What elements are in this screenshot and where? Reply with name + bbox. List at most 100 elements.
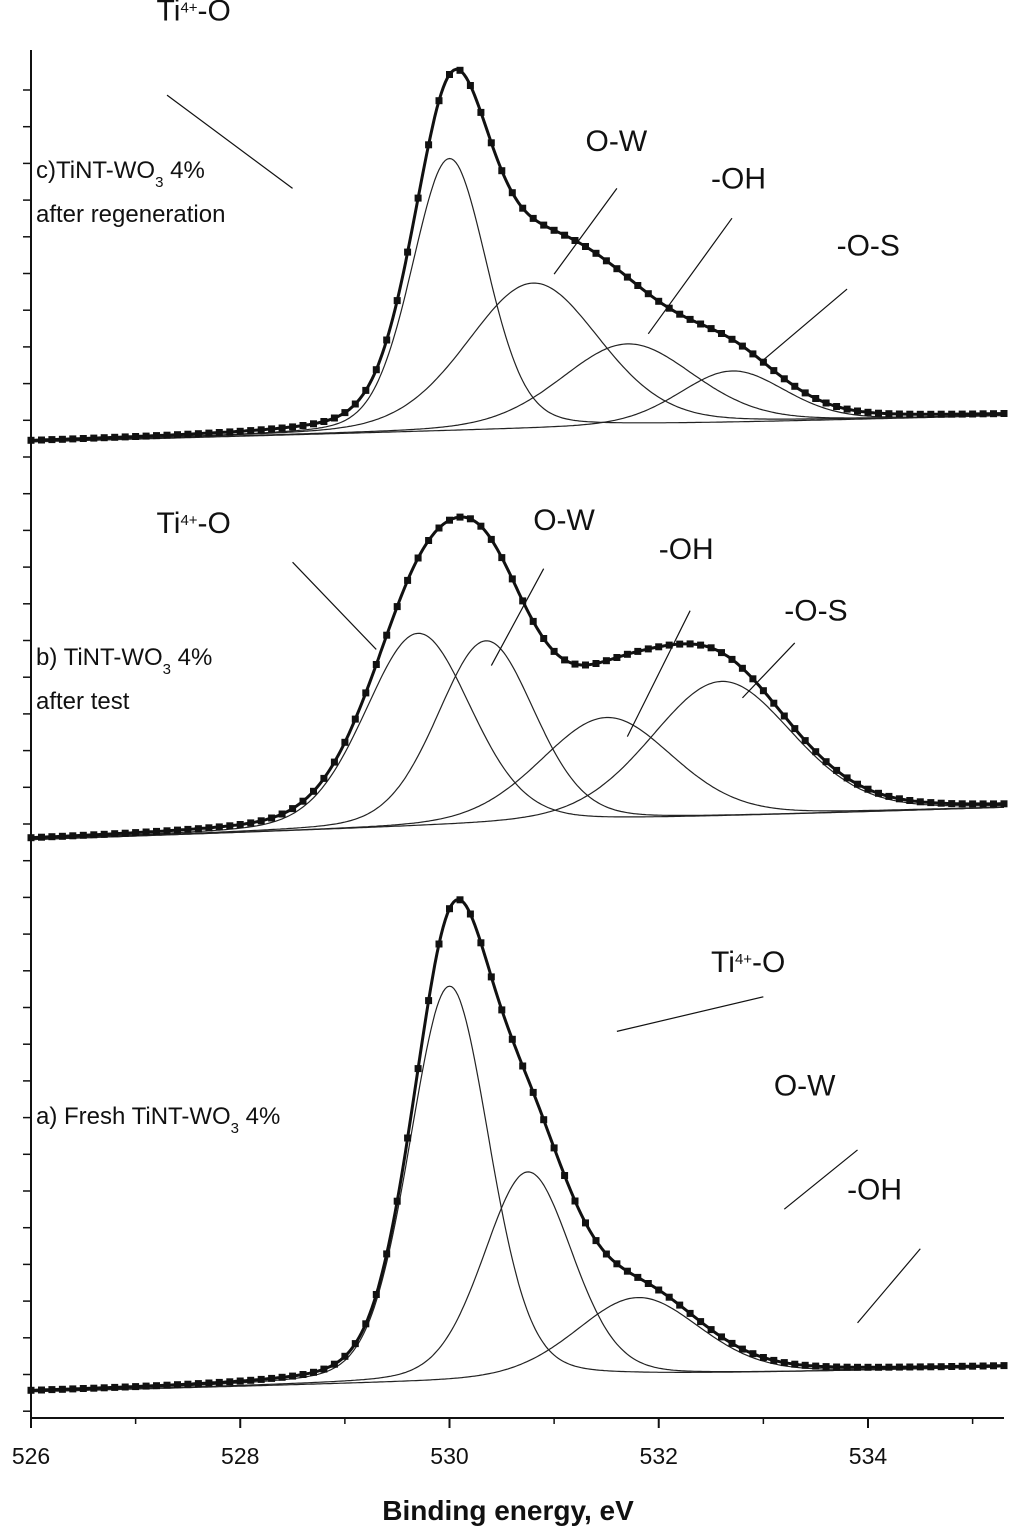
data-point	[142, 828, 150, 836]
data-point	[623, 273, 631, 281]
data-point	[833, 1363, 841, 1371]
data-point	[111, 1383, 119, 1391]
data-point	[718, 649, 725, 657]
data-point	[665, 304, 673, 312]
data-point	[738, 342, 746, 350]
data-point	[226, 428, 234, 436]
data-point	[132, 433, 140, 440]
panel-label: b) TiNT-WO3 4%	[36, 644, 212, 678]
data-point	[226, 1378, 234, 1386]
data-point	[864, 785, 872, 793]
data-point	[571, 660, 579, 668]
data-point	[446, 516, 453, 524]
x-tick-label: 530	[430, 1443, 468, 1469]
data-point	[728, 335, 736, 343]
data-point	[498, 554, 506, 562]
component-peak--o-s	[30, 680, 1004, 841]
data-point	[320, 1365, 328, 1373]
peak-annotation-label: Ti4+-O	[711, 946, 785, 979]
data-point	[979, 1362, 987, 1370]
data-point	[372, 1291, 380, 1298]
data-point	[477, 108, 485, 116]
data-point	[561, 231, 569, 239]
data-point	[613, 1260, 621, 1268]
data-point	[655, 643, 663, 651]
data-point	[540, 635, 548, 642]
data-point	[330, 414, 338, 422]
data-point	[937, 410, 945, 418]
data-point	[749, 1350, 757, 1358]
data-point	[48, 833, 56, 841]
data-point	[759, 687, 767, 695]
data-point	[341, 738, 349, 746]
data-point	[791, 382, 799, 390]
data-point	[477, 939, 485, 947]
data-point	[686, 640, 694, 648]
data-point	[613, 654, 621, 661]
data-point	[383, 631, 391, 639]
data-point	[665, 641, 673, 649]
data-point	[142, 432, 150, 440]
data-point	[718, 330, 725, 337]
data-point	[927, 1363, 935, 1371]
peak-annotation-label: Ti4+-O	[157, 0, 231, 28]
panel-label: a) Fresh TiNT-WO3 4%	[36, 1103, 280, 1137]
data-point	[529, 617, 537, 625]
data-point	[498, 1006, 506, 1014]
data-point	[582, 661, 589, 669]
data-point	[948, 1363, 956, 1370]
data-point	[508, 575, 516, 583]
peak-annotation-label: O-W	[533, 504, 595, 537]
annotation-leader-line	[742, 642, 796, 699]
data-point	[676, 640, 684, 648]
data-point	[875, 409, 882, 417]
data-point	[843, 774, 851, 782]
data-point	[132, 829, 140, 837]
data-point	[582, 243, 589, 250]
data-point	[519, 597, 527, 605]
data-point	[257, 817, 265, 825]
data-point	[906, 410, 914, 418]
data-point	[958, 1362, 966, 1370]
axes-layer: 526 528 530 532 534	[12, 50, 1004, 1469]
data-point	[529, 214, 537, 222]
data-point	[320, 418, 328, 425]
data-point	[1000, 410, 1008, 417]
peak-annotation-label: -OH	[659, 533, 714, 566]
data-point	[174, 826, 181, 834]
data-point	[111, 830, 119, 838]
data-point	[969, 800, 977, 808]
data-point	[236, 427, 244, 435]
data-point	[163, 1381, 171, 1389]
data-point	[686, 315, 694, 323]
data-point	[927, 799, 935, 807]
data-point	[247, 819, 255, 827]
data-point	[948, 800, 956, 808]
annotation-leader-line	[490, 568, 545, 666]
data-point	[404, 1134, 412, 1142]
data-point	[937, 1363, 945, 1371]
data-point	[111, 433, 119, 441]
data-point	[519, 1062, 527, 1070]
x-axis-title: Binding energy, eV	[382, 1495, 634, 1526]
data-point	[278, 1373, 286, 1381]
panel-label: c)TiNT-WO3 4%	[36, 157, 205, 191]
data-point	[215, 823, 223, 831]
data-point	[38, 436, 45, 444]
data-point	[194, 1380, 202, 1388]
data-point	[289, 805, 297, 813]
annotation-leader-line	[292, 561, 377, 650]
data-point	[268, 425, 276, 433]
component-peak--o-s	[31, 370, 1004, 443]
data-point	[425, 537, 433, 544]
data-point	[770, 1356, 778, 1364]
x-tick-label: 534	[849, 1443, 888, 1469]
data-point	[812, 1362, 820, 1370]
data-points-layer	[27, 66, 1008, 1394]
data-point	[812, 748, 820, 756]
data-point	[466, 910, 474, 918]
peak-annotation-label: -OH	[847, 1173, 902, 1206]
data-point	[163, 827, 171, 835]
data-point	[268, 814, 276, 822]
data-point	[435, 940, 443, 948]
